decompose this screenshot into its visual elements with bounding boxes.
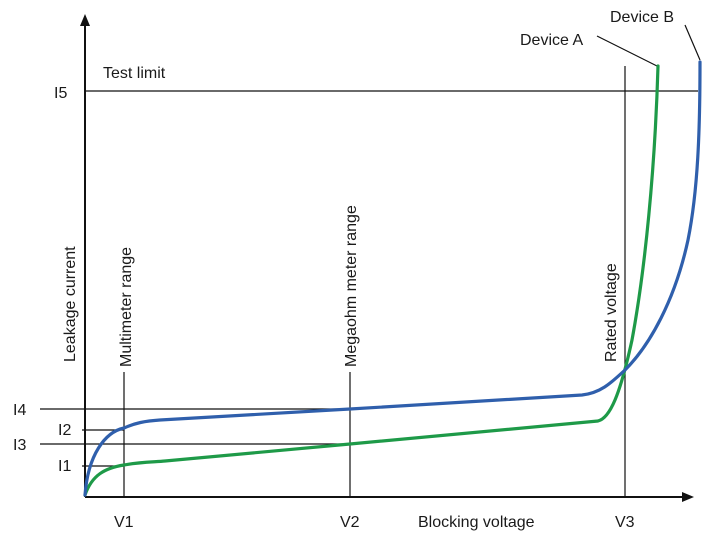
test-limit-label: Test limit bbox=[103, 65, 166, 82]
device-b-curve bbox=[83, 60, 702, 497]
megaohm-range-label: Megaohm meter range bbox=[343, 205, 360, 367]
x-tick-v2: V2 bbox=[340, 514, 360, 531]
device-b-label: Device B bbox=[610, 9, 674, 26]
rated-voltage-label: Rated voltage bbox=[603, 263, 620, 362]
y-tick-i4: I4 bbox=[13, 402, 26, 419]
y-axis-label: Leakage current bbox=[62, 246, 79, 362]
x-axis-arrow bbox=[682, 492, 694, 502]
device-a-curve bbox=[83, 64, 660, 497]
device-b-leader bbox=[684, 24, 701, 61]
device-a-leader bbox=[596, 35, 658, 67]
y-tick-i3: I3 bbox=[13, 437, 26, 454]
y-tick-i5: I5 bbox=[54, 85, 67, 102]
y-axis-arrow bbox=[80, 14, 90, 26]
y-tick-i2: I2 bbox=[58, 422, 71, 439]
multimeter-range-label: Multimeter range bbox=[118, 247, 135, 367]
x-tick-v3: V3 bbox=[615, 514, 635, 531]
x-tick-v1: V1 bbox=[114, 514, 134, 531]
device-a-label: Device A bbox=[520, 32, 583, 49]
x-axis-label: Blocking voltage bbox=[418, 514, 535, 531]
y-tick-i1: I1 bbox=[58, 458, 71, 475]
